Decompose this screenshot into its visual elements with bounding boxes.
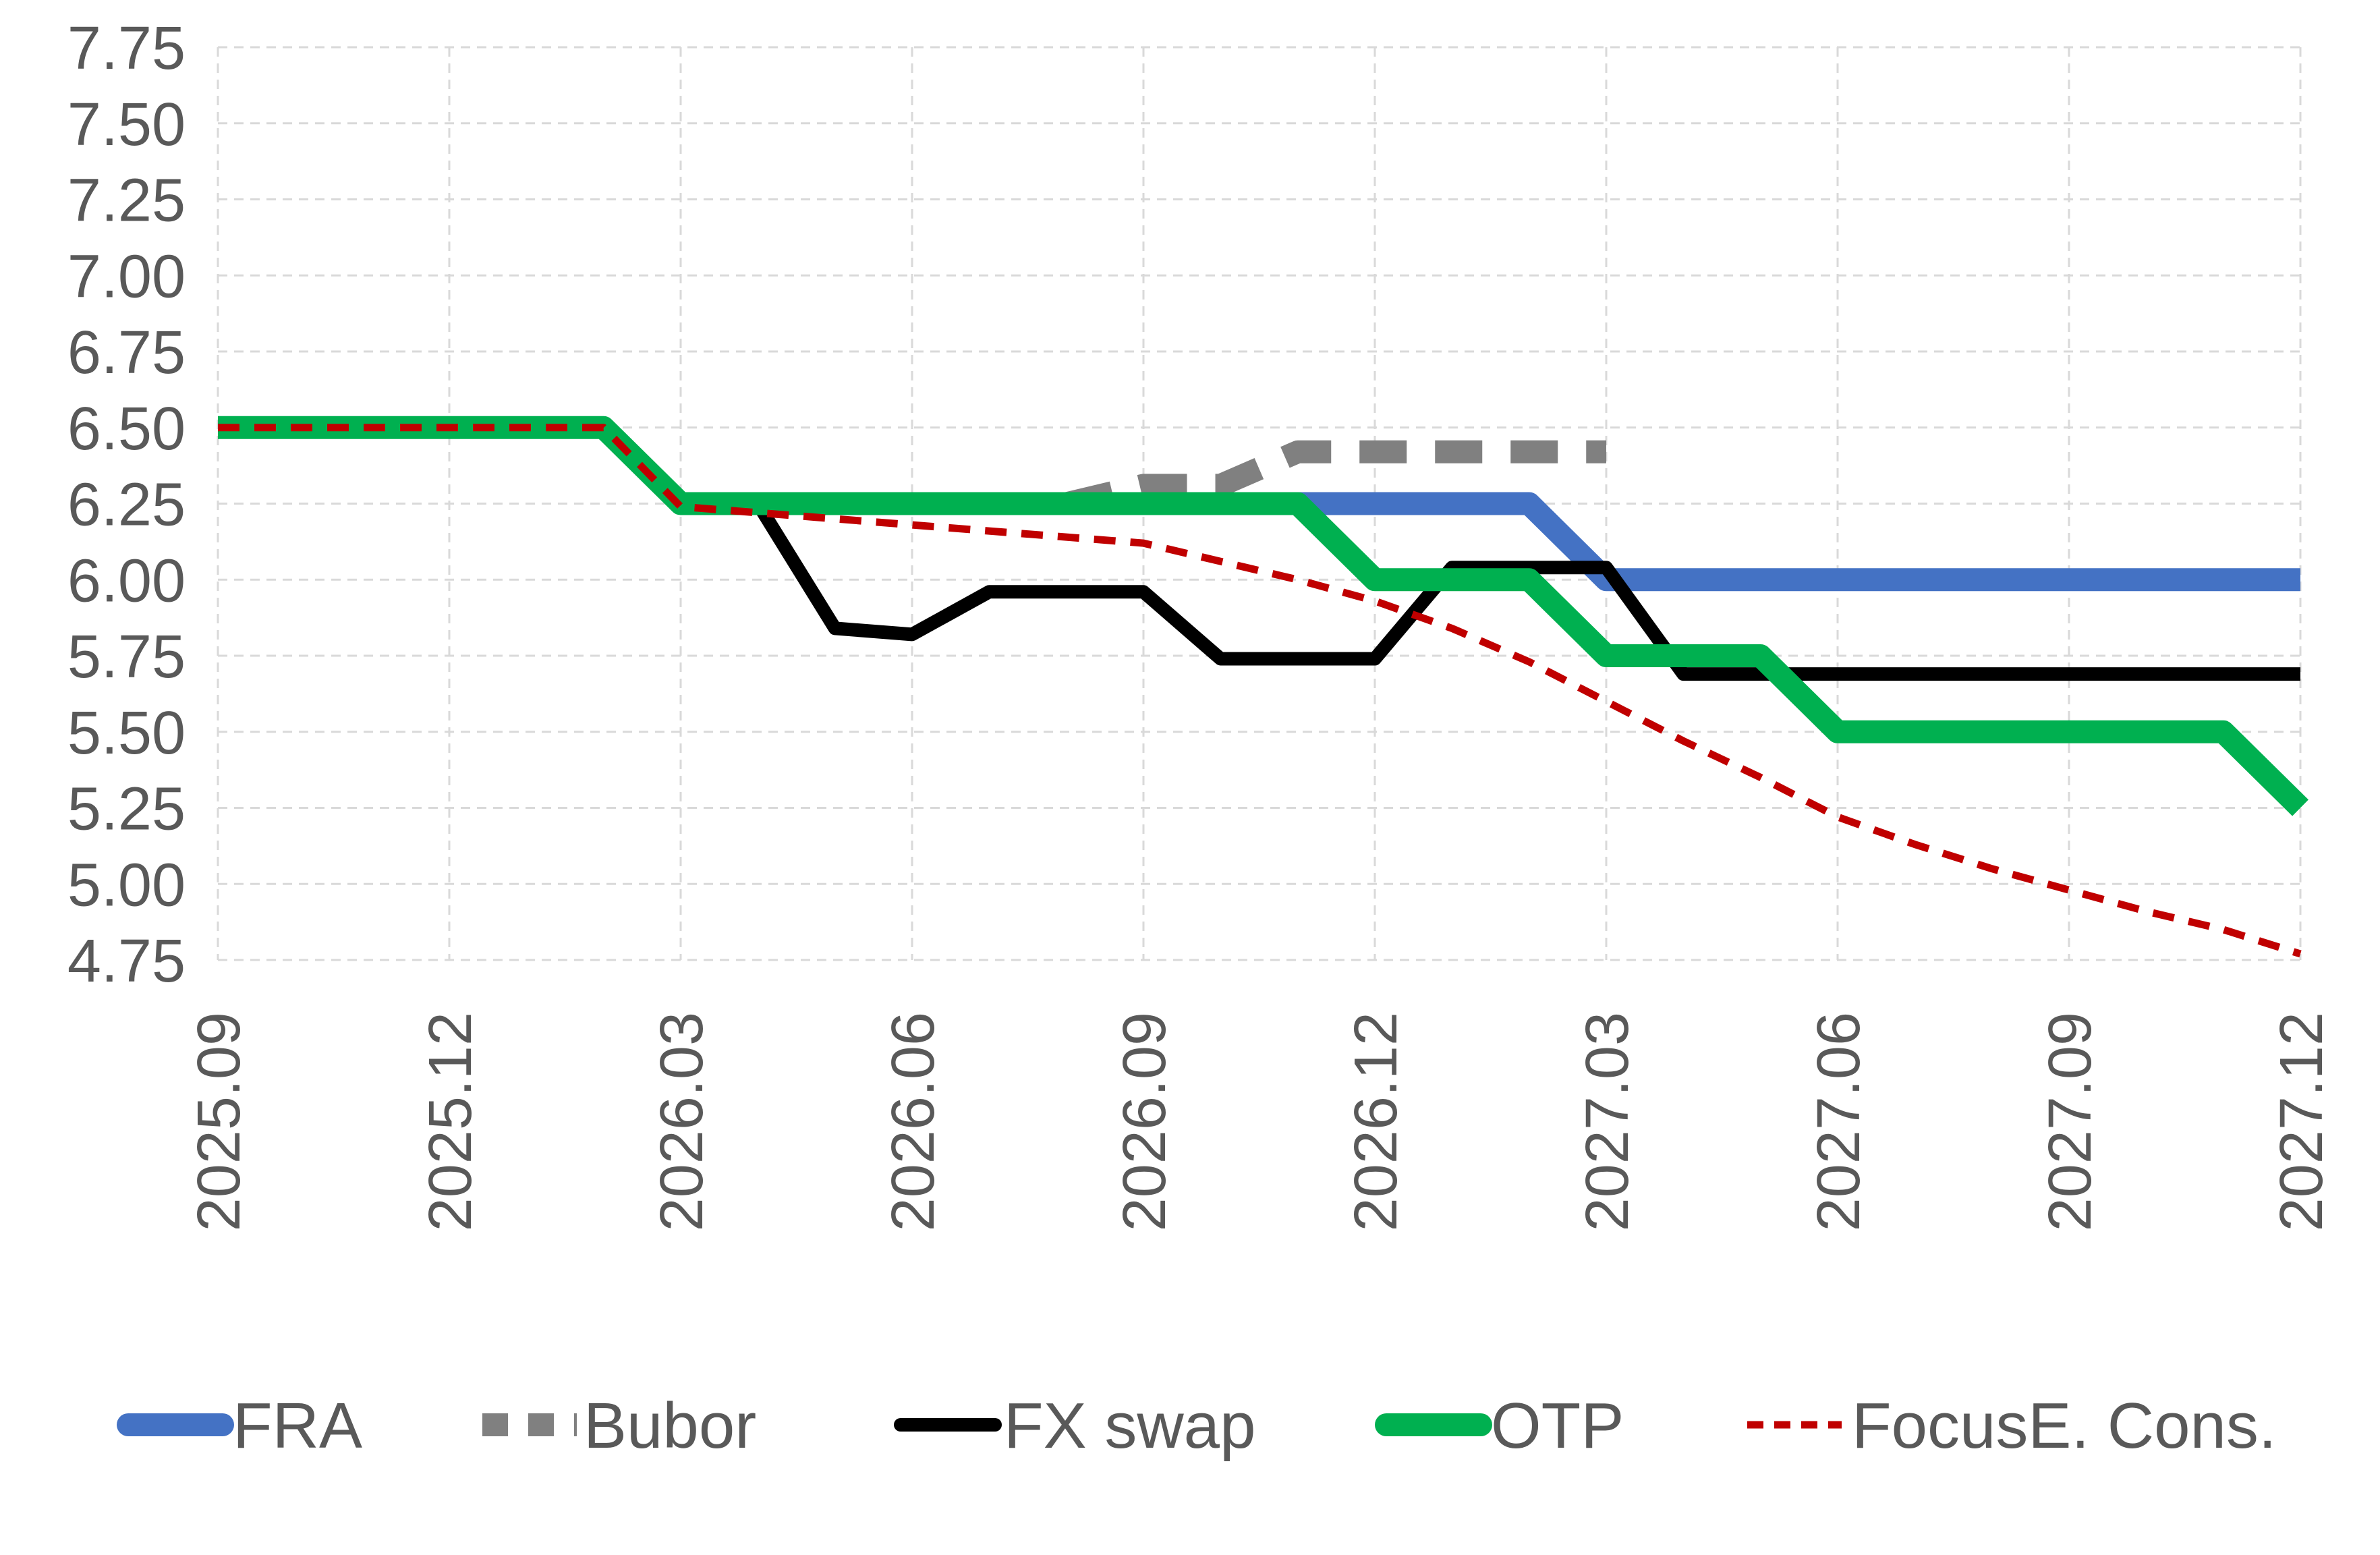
y-tick-label: 5.25: [67, 776, 186, 843]
x-tick-label: 2025.09: [186, 1012, 253, 1231]
legend-label: FocusE. Cons.: [1852, 1390, 2277, 1462]
y-tick-label: 6.25: [67, 472, 186, 539]
legend-item: OTP: [1375, 1390, 1624, 1462]
y-tick-label: 5.75: [67, 623, 186, 691]
y-tick-label: 7.25: [67, 167, 186, 235]
legend-label: OTP: [1491, 1390, 1624, 1462]
x-tick-label: 2027.06: [1805, 1012, 1873, 1231]
legend-label: FRA: [233, 1390, 362, 1462]
legend-label: Bubor: [584, 1390, 756, 1462]
series-line-fra: [1297, 492, 2300, 592]
legend-item: FRA: [117, 1390, 362, 1462]
x-tick-label: 2027.12: [2268, 1012, 2335, 1231]
series-line-bubor: [1063, 440, 1606, 515]
y-tick-label: 7.00: [67, 243, 186, 310]
y-axis-ticks: 7.75 7.50 7.25 7.00 6.75 6.50 6.25 6.00 5.75 5.50…: [67, 15, 186, 995]
y-tick-label: 6.00: [67, 547, 186, 615]
x-tick-label: 2027.03: [1574, 1012, 1641, 1231]
legend-item: FX swap: [894, 1390, 1255, 1462]
x-tick-label: 2026.03: [648, 1012, 716, 1231]
legend-label: FX swap: [1004, 1390, 1255, 1462]
y-tick-label: 7.75: [67, 15, 186, 82]
x-tick-label: 2025.12: [417, 1012, 484, 1231]
x-tick-label: 2027.09: [2037, 1012, 2104, 1231]
series-line-focuse-cons-: [218, 424, 2302, 958]
y-tick-label: 5.00: [67, 851, 186, 919]
series-lines: [218, 416, 2308, 958]
x-tick-label: 2026.12: [1342, 1012, 1410, 1231]
y-tick-label: 4.75: [67, 928, 186, 995]
series-line-otp: [218, 416, 2308, 816]
legend-item: FocusE. Cons.: [1747, 1390, 2277, 1462]
legend: FRA Bubor FX swap OTP FocusE. Cons.: [117, 1390, 2277, 1462]
x-tick-label: 2026.09: [1111, 1012, 1179, 1231]
y-tick-label: 5.50: [67, 700, 186, 767]
x-tick-label: 2026.06: [880, 1012, 947, 1231]
x-axis-ticks: 2025.09 2025.12 2026.03 2026.06 2026.09 2026.…: [186, 1012, 2335, 1231]
y-tick-label: 7.50: [67, 91, 186, 159]
y-tick-label: 6.50: [67, 395, 186, 463]
series-line-fx-swap: [752, 500, 2300, 681]
legend-item: Bubor: [482, 1390, 756, 1462]
y-tick-label: 6.75: [67, 319, 186, 387]
